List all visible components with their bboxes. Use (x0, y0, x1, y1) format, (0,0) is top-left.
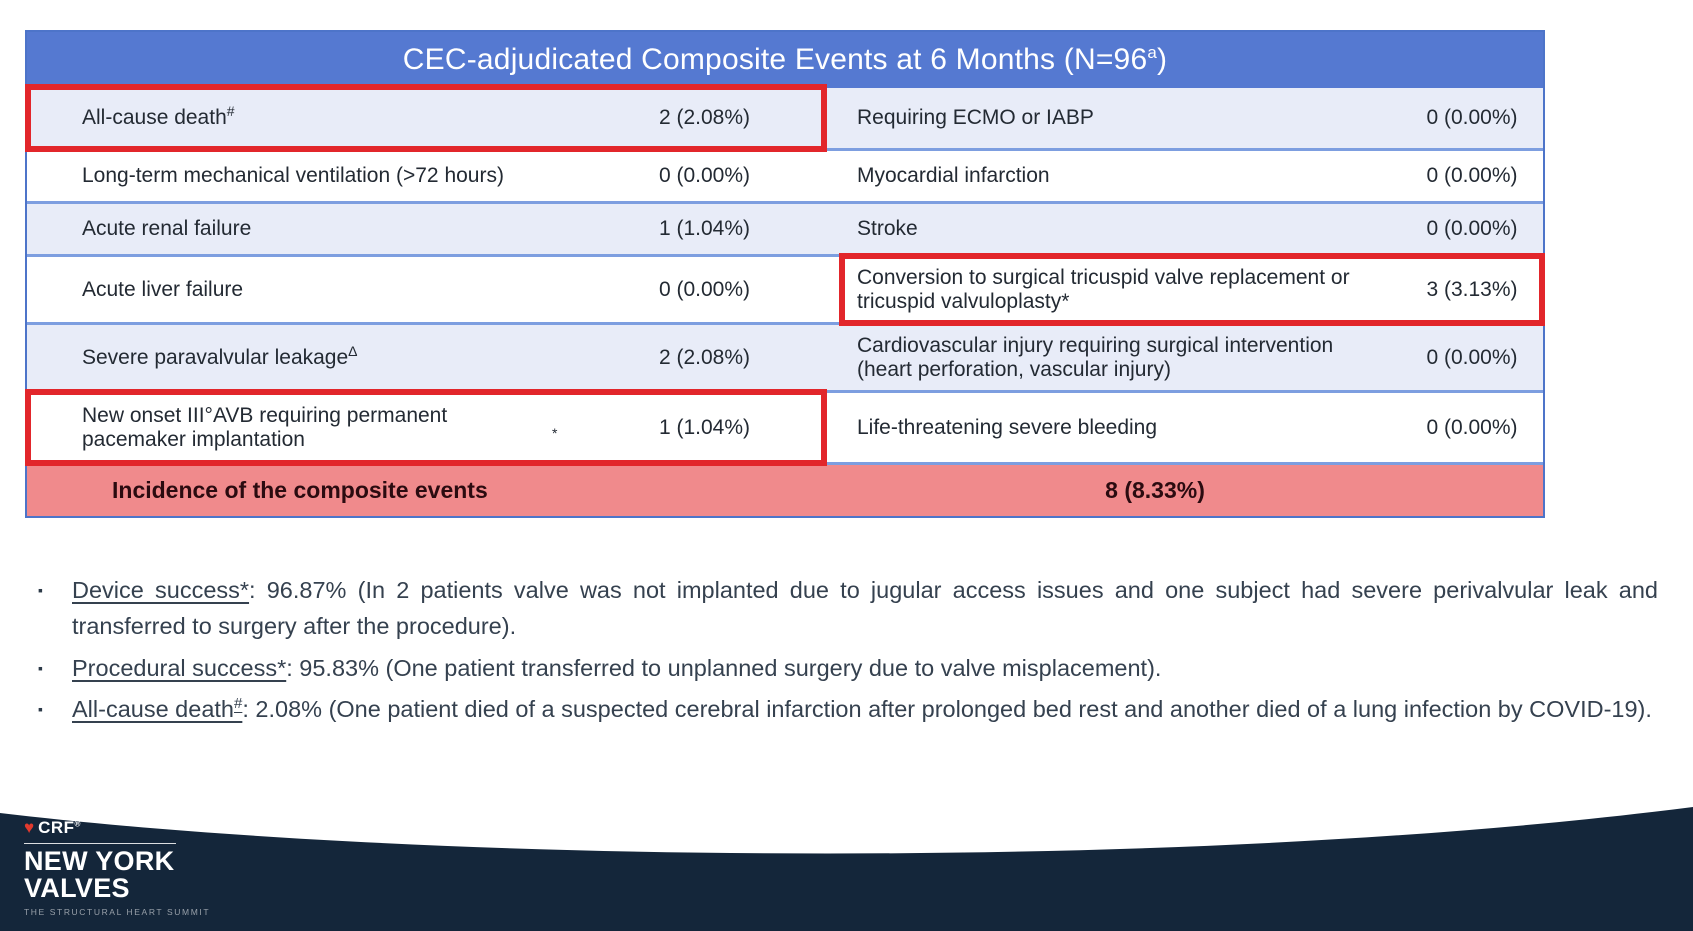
summary-value: 8 (8.33%) (1105, 477, 1205, 503)
event-label: Acute liver failure (82, 277, 244, 301)
notes-list: ▪ Device success*: 96.87% (In 2 patients… (38, 572, 1658, 733)
event-label: Stroke (857, 217, 918, 240)
event-value: 0 (0.00%) (1426, 164, 1518, 187)
note-lead: Device success* (72, 577, 250, 603)
note-text: Procedural success*: 95.83% (One patient… (72, 650, 1658, 686)
brand-tagline: THE STRUCTURAL HEART SUMMIT (24, 907, 211, 917)
event-value: 0 (0.00%) (658, 164, 751, 187)
list-item: ▪ Procedural success*: 95.83% (One patie… (38, 650, 1658, 686)
events-table: CEC-adjudicated Composite Events at 6 Mo… (25, 30, 1545, 518)
event-value: 1 (1.04%) (658, 415, 751, 439)
event-label: Severe paravalvular leakageΔ (82, 342, 358, 369)
note-body: : 2.08% (One patient died of a suspected… (242, 696, 1652, 723)
note-lead: Procedural success* (72, 654, 287, 681)
event-label: Life-threatening severe bleeding (857, 415, 1158, 439)
brand-line-1: NEW YORK (24, 845, 175, 876)
crf-logo-text: CRF® (38, 817, 81, 837)
event-value: 3 (3.13%) (1426, 277, 1518, 301)
logo-divider (24, 842, 176, 844)
event-label: Acute renal failure (82, 217, 252, 240)
table-row: Acute liver failure 0 (0.00%) Conversion… (27, 253, 1545, 326)
footnote-mark: Δ (348, 342, 358, 359)
event-value: 0 (0.00%) (1426, 217, 1518, 240)
event-label: Requiring ECMO or IABP (857, 106, 1094, 129)
bullet-icon: ▪ (38, 659, 43, 676)
table-row: All-cause death# 2 (2.08%) Requiring ECM… (25, 84, 1543, 152)
event-value: 0 (0.00%) (1426, 415, 1518, 439)
note-text: Device success*: 96.87% (In 2 patients v… (72, 572, 1658, 645)
table-row: New onset III°AVB requiring permanent pa… (25, 389, 1543, 466)
summary-row: Incidence of the composite events 8 (8.3… (27, 462, 1543, 516)
event-value: 0 (0.00%) (1426, 345, 1518, 369)
table-row: Severe paravalvular leakageΔ 2 (2.08%) C… (27, 322, 1543, 390)
table-title: CEC-adjudicated Composite Events at 6 Mo… (27, 32, 1543, 88)
bullet-icon: ▪ (38, 582, 43, 598)
event-value: 2 (2.08%) (658, 106, 751, 129)
list-item: ▪ All-cause death#: 2.08% (One patient d… (38, 691, 1658, 727)
brand-line-2: VALVES (24, 873, 130, 904)
heart-icon: ♥ (24, 818, 35, 838)
note-body: : 96.87% (In 2 patients valve was not im… (72, 577, 1658, 640)
note-lead: All-cause death# (72, 695, 243, 723)
table-title-superscript: a (1147, 43, 1157, 62)
footer-band (0, 807, 1693, 931)
footnote-mark: # (226, 103, 235, 119)
event-label: Conversion to surgical tricuspid valve r… (857, 265, 1350, 313)
event-label: Cardiovascular injury requiring surgical… (857, 333, 1334, 381)
event-label: All-cause death# (82, 103, 235, 129)
summary-label: Incidence of the composite events (112, 477, 488, 503)
new-york-valves-logo: ♥ CRF® NEW YORK VALVES THE STRUCTURAL HE… (24, 818, 210, 917)
note-body: : 95.83% (One patient transferred to unp… (286, 654, 1162, 681)
bullet-icon: ▪ (38, 701, 43, 718)
event-value: 0 (0.00%) (1426, 106, 1518, 129)
event-value: 1 (1.04%) (658, 217, 751, 240)
event-value: 2 (2.08%) (658, 345, 751, 369)
list-item: ▪ Device success*: 96.87% (In 2 patients… (38, 572, 1658, 645)
footnote-mark: # (234, 695, 243, 713)
event-label: Long-term mechanical ventilation (>72 ho… (82, 164, 504, 187)
event-value: 0 (0.00%) (658, 277, 751, 301)
table-title-suffix: ) (1156, 43, 1168, 76)
event-label: New onset III°AVB requiring permanent pa… (82, 403, 558, 451)
table-title-text: CEC-adjudicated Composite Events at 6 Mo… (402, 43, 1148, 76)
table-row: Acute renal failure 1 (1.04%) Stroke 0 (… (27, 201, 1543, 254)
footnote-mark: * (552, 424, 558, 441)
event-label: Myocardial infarction (857, 164, 1050, 187)
table-row: Long-term mechanical ventilation (>72 ho… (27, 148, 1543, 201)
note-text: All-cause death#: 2.08% (One patient die… (72, 691, 1658, 727)
